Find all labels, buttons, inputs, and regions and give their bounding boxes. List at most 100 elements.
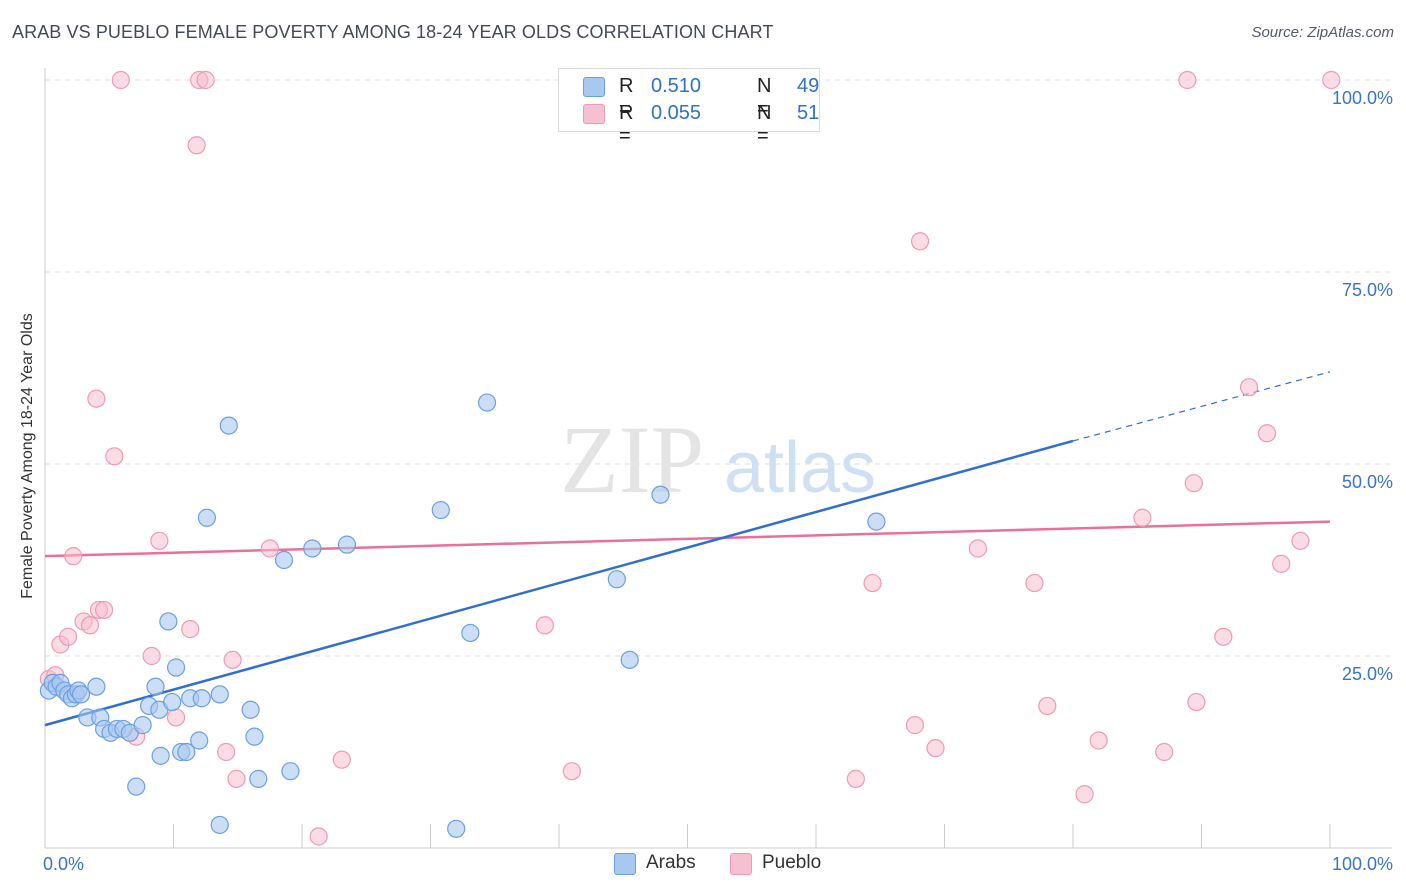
tick-labels: 25.0% 50.0% 75.0% 100.0% 0.0% 100.0%: [43, 88, 1393, 874]
grid: [45, 79, 1392, 657]
arabs-point: [651, 485, 670, 504]
arabs-point: [177, 742, 196, 762]
pueblo-point: [1291, 531, 1310, 550]
pueblo-point: [105, 447, 124, 466]
arabs-point: [867, 512, 886, 531]
arabs-point: [159, 612, 178, 631]
arabs-legend-label: Arabs: [646, 852, 696, 873]
pueblo-point: [1133, 508, 1152, 527]
pueblo-point: [187, 136, 206, 155]
arabs-point: [219, 416, 238, 435]
pueblo-point: [260, 539, 279, 558]
arabs-point: [303, 539, 322, 558]
arabs-point: [210, 815, 229, 835]
pueblo-point: [1272, 554, 1291, 573]
watermark: ZIP atlas: [560, 406, 876, 513]
pueblo-point: [1038, 696, 1057, 716]
arabs-point: [274, 550, 294, 570]
arabs-point: [190, 731, 209, 750]
arabs-point: [447, 819, 466, 838]
y-tick-label: 25.0%: [1342, 664, 1393, 684]
source-label: Source: ZipAtlas.com: [1251, 24, 1394, 41]
arabs-point: [192, 689, 211, 708]
pueblo-point: [1322, 70, 1341, 90]
pueblo-point: [905, 716, 925, 735]
arabs-point: [166, 658, 186, 677]
arabs-point: [431, 500, 450, 520]
data-points: [39, 70, 1341, 846]
y-tick-label: 100.0%: [1332, 88, 1393, 108]
pueblo-swatch: [583, 104, 605, 124]
arabs-point: [197, 508, 217, 527]
arabs-point: [146, 677, 165, 696]
pueblo-point: [227, 769, 246, 788]
pueblo-point: [142, 646, 161, 666]
y-tick-label: 50.0%: [1342, 472, 1393, 492]
pueblo-point: [87, 389, 106, 408]
arabs-legend-swatch: [614, 853, 636, 875]
arabs-trend-extension: [1072, 371, 1331, 442]
pueblo-point: [968, 539, 988, 558]
pueblo-point: [1089, 731, 1108, 750]
watermark-zip: ZIP: [560, 406, 704, 513]
stats-legend: R = 0.510 N = 49 R = 0.055 N = 51: [558, 68, 820, 147]
legend-r-label: R =: [619, 75, 634, 120]
arabs-point: [71, 685, 91, 704]
pueblo-point: [1184, 474, 1203, 493]
arabs-point: [210, 685, 229, 704]
pueblo-legend-swatch: [730, 853, 752, 875]
pueblo-point: [863, 573, 882, 593]
pueblo-point: [332, 750, 351, 769]
arabs-n-value: 49: [797, 75, 820, 97]
pueblo-point: [1178, 70, 1197, 90]
pueblo-point: [1025, 573, 1044, 593]
arabs-point: [133, 716, 152, 735]
pueblo-point: [1155, 742, 1174, 762]
watermark-atlas: atlas: [724, 428, 876, 508]
x-tick-label: 100.0%: [1332, 854, 1393, 874]
arabs-trend-line: [44, 439, 1074, 727]
pueblo-r-value: 0.055: [651, 102, 702, 124]
pueblo-point: [80, 616, 100, 635]
pueblo-point: [150, 531, 169, 550]
legend-r-label: R =: [619, 102, 634, 147]
arabs-point: [163, 692, 182, 712]
arabs-point: [245, 727, 264, 746]
pueblo-point: [217, 742, 236, 762]
arabs-point: [151, 746, 170, 765]
pueblo-point: [111, 70, 130, 90]
pueblo-point: [59, 627, 78, 646]
pueblo-point: [926, 739, 945, 758]
arabs-point: [127, 777, 146, 796]
pueblo-point: [64, 547, 83, 566]
pueblo-point: [1214, 627, 1233, 646]
pueblo-point: [535, 616, 554, 635]
y-tick-label: 75.0%: [1342, 280, 1393, 300]
legend-n-label: N =: [757, 75, 772, 120]
chart-title: ARAB VS PUEBLO FEMALE POVERTY AMONG 18-2…: [12, 22, 774, 42]
arabs-point: [607, 570, 626, 589]
trend-lines: [44, 371, 1331, 727]
pueblo-legend-label: Pueblo: [762, 852, 822, 873]
legend-n-label: N =: [757, 102, 772, 147]
pueblo-point: [223, 650, 242, 669]
pueblo-point: [1239, 378, 1259, 397]
pueblo-point: [562, 762, 581, 781]
x-tick-label: 0.0%: [43, 854, 84, 874]
arabs-point: [281, 762, 300, 781]
pueblo-point: [166, 708, 186, 727]
arabs-point: [87, 677, 106, 696]
pueblo-n-value: 51: [797, 102, 820, 124]
arabs-point: [241, 700, 260, 719]
arabs-point: [337, 535, 357, 554]
axes: [44, 68, 1392, 849]
pueblo-point: [910, 232, 930, 251]
pueblo-point: [1257, 424, 1277, 443]
pueblo-point: [1187, 692, 1206, 712]
pueblo-point: [1075, 785, 1094, 804]
pueblo-point: [181, 620, 200, 639]
pueblo-point: [196, 70, 215, 90]
pueblo-point: [95, 600, 114, 620]
arabs-point: [477, 393, 497, 412]
